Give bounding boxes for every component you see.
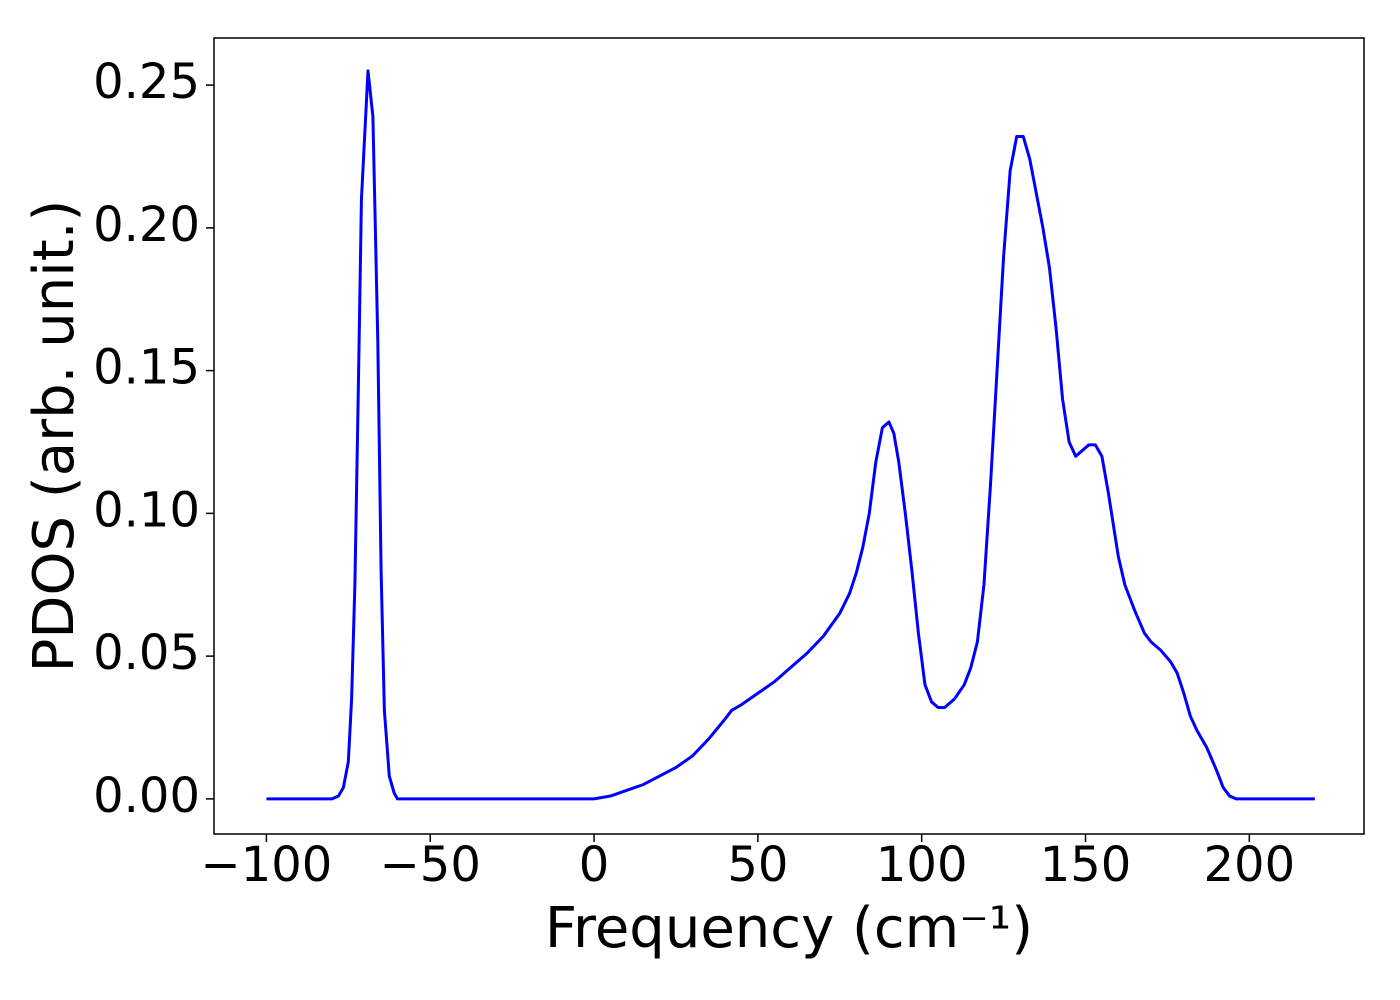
data-line — [266, 69, 1315, 801]
y-tick-label: 0.25 — [93, 54, 200, 110]
x-tick-label: 150 — [1040, 837, 1132, 893]
y-tick-label: 0.00 — [93, 768, 200, 824]
x-tick-label: −100 — [200, 837, 332, 893]
x-tick-label: −50 — [380, 837, 481, 893]
x-tick-label: 0 — [579, 837, 610, 893]
y-tick-label: 0.05 — [93, 625, 200, 681]
x-tick-label: 100 — [876, 837, 968, 893]
y-tick-label: 0.20 — [93, 197, 200, 253]
y-axis-label: PDOS (arb. unit.) — [22, 200, 87, 673]
y-tick-label: 0.15 — [93, 340, 200, 396]
x-axis-label: Frequency (cm⁻¹) — [545, 896, 1033, 961]
plot-frame — [213, 37, 1365, 835]
x-tick-label: 200 — [1204, 837, 1296, 893]
y-tick-label: 0.10 — [93, 482, 200, 538]
x-tick-label: 50 — [727, 837, 788, 893]
